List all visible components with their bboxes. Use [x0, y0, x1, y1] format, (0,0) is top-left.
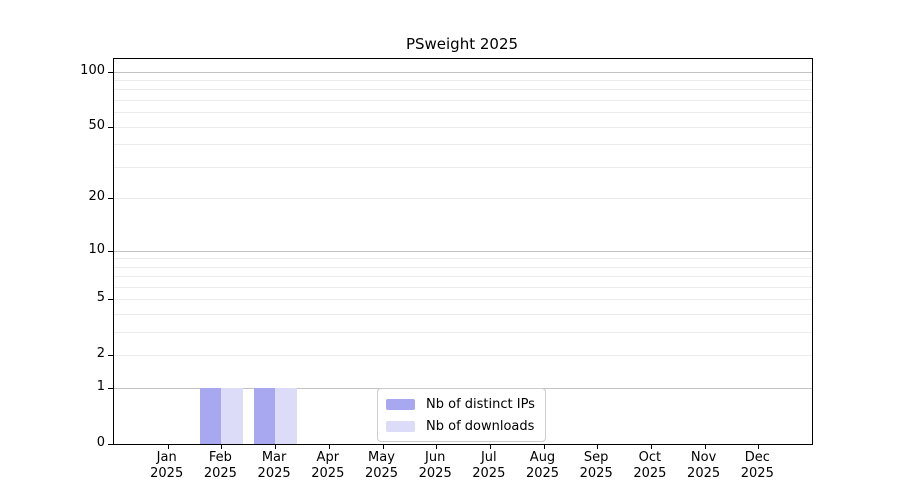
y-tick-label-10: 10: [88, 241, 105, 257]
x-tick-may: [382, 444, 384, 449]
x-tick-jul: [489, 444, 491, 449]
minor-gridline-8: [114, 266, 812, 268]
minor-gridline-70: [114, 100, 812, 101]
legend: Nb of distinct IPs Nb of downloads: [377, 388, 546, 442]
x-tick-label-feb: Feb 2025: [203, 450, 237, 481]
y-tick-20: [108, 198, 113, 200]
x-tick-label-dec: Dec 2025: [740, 450, 774, 481]
plot-area: [108, 58, 813, 449]
legend-entry-distinct-ips: Nb of distinct IPs: [386, 395, 535, 413]
x-tick-label-jun: Jun 2025: [418, 450, 452, 481]
bar-distinct-ips-mar: [253, 388, 276, 444]
x-tick-jun: [436, 444, 438, 449]
chart-title: PSweight 2025: [405, 35, 519, 53]
downloads-swatch: [386, 420, 415, 432]
minor-gridline-7: [114, 276, 812, 278]
y-tick-label-100: 100: [80, 62, 105, 78]
minor-gridline-30: [114, 166, 812, 168]
x-tick-label-apr: Apr 2025: [311, 450, 345, 481]
legend-label-distinct-ips: Nb of distinct IPs: [426, 396, 535, 412]
x-tick-dec: [758, 444, 760, 449]
x-tick-oct: [650, 444, 652, 449]
x-tick-label-oct: Oct 2025: [633, 450, 667, 481]
minor-gridline-90: [114, 80, 812, 81]
x-tick-aug: [543, 444, 545, 449]
x-tick-label-jan: Jan 2025: [150, 450, 184, 481]
x-tick-mar: [275, 444, 277, 449]
x-tick-label-aug: Aug 2025: [525, 450, 560, 481]
y-tick-label-1: 1: [96, 379, 105, 395]
minor-gridline-3: [114, 332, 812, 334]
y-tick-1: [108, 388, 113, 390]
minor-gridline-80: [114, 89, 812, 91]
y-tick-5: [108, 299, 113, 301]
x-tick-apr: [328, 444, 330, 449]
distinct-ips-swatch: [386, 398, 415, 410]
minor-gridline-60: [114, 112, 812, 114]
x-tick-label-mar: Mar 2025: [257, 450, 291, 481]
x-tick-label-sep: Sep 2025: [579, 450, 613, 481]
y-tick-50: [108, 126, 113, 128]
x-tick-label-nov: Nov 2025: [687, 450, 721, 481]
y-tick-label-5: 5: [96, 290, 105, 306]
bar-distinct-ips-feb: [199, 388, 222, 444]
minor-gridline-2: [114, 355, 812, 357]
x-tick-feb: [221, 444, 223, 449]
x-tick-nov: [704, 444, 706, 449]
y-tick-label-50: 50: [88, 117, 105, 133]
minor-gridline-50: [114, 126, 812, 128]
x-tick-sep: [597, 444, 599, 449]
minor-gridline-6: [114, 287, 812, 288]
y-tick-2: [108, 355, 113, 357]
bar-downloads-mar: [275, 388, 297, 444]
y-tick-100: [108, 71, 113, 73]
x-tick-label-jul: Jul 2025: [472, 450, 506, 481]
y-tick-label-2: 2: [96, 346, 105, 362]
y-tick-label-20: 20: [88, 189, 105, 205]
major-gridline-100: [114, 71, 812, 73]
y-tick-10: [108, 250, 113, 252]
x-tick-label-may: May 2025: [364, 450, 399, 481]
major-gridline-10: [114, 250, 812, 252]
bar-downloads-feb: [221, 388, 243, 444]
x-tick-jan: [167, 444, 169, 449]
legend-entry-downloads: Nb of downloads: [386, 417, 535, 435]
y-tick-0: [108, 444, 113, 445]
y-tick-label-0: 0: [96, 435, 105, 450]
minor-gridline-20: [114, 198, 812, 200]
minor-gridline-5: [114, 299, 812, 301]
minor-gridline-4: [114, 314, 812, 316]
minor-gridline-40: [114, 144, 812, 146]
minor-gridline-9: [114, 258, 812, 260]
legend-label-downloads: Nb of downloads: [426, 418, 535, 434]
